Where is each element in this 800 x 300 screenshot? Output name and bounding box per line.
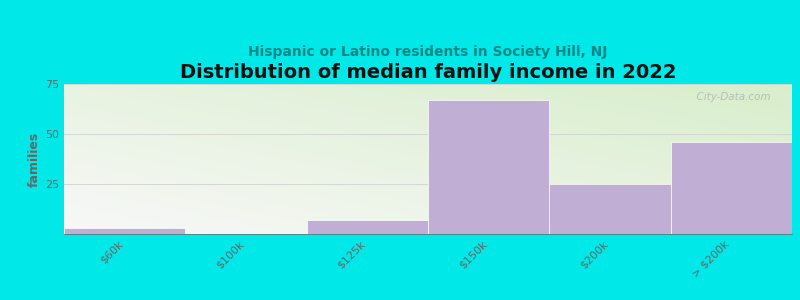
- Text: Hispanic or Latino residents in Society Hill, NJ: Hispanic or Latino residents in Society …: [248, 45, 608, 59]
- Title: Distribution of median family income in 2022: Distribution of median family income in …: [180, 63, 676, 82]
- Bar: [306, 220, 428, 234]
- Bar: [428, 100, 550, 234]
- Bar: [64, 228, 186, 234]
- Text: City-Data.com: City-Data.com: [690, 92, 770, 101]
- Y-axis label: families: families: [28, 131, 41, 187]
- Bar: [550, 184, 670, 234]
- Bar: [670, 142, 792, 234]
